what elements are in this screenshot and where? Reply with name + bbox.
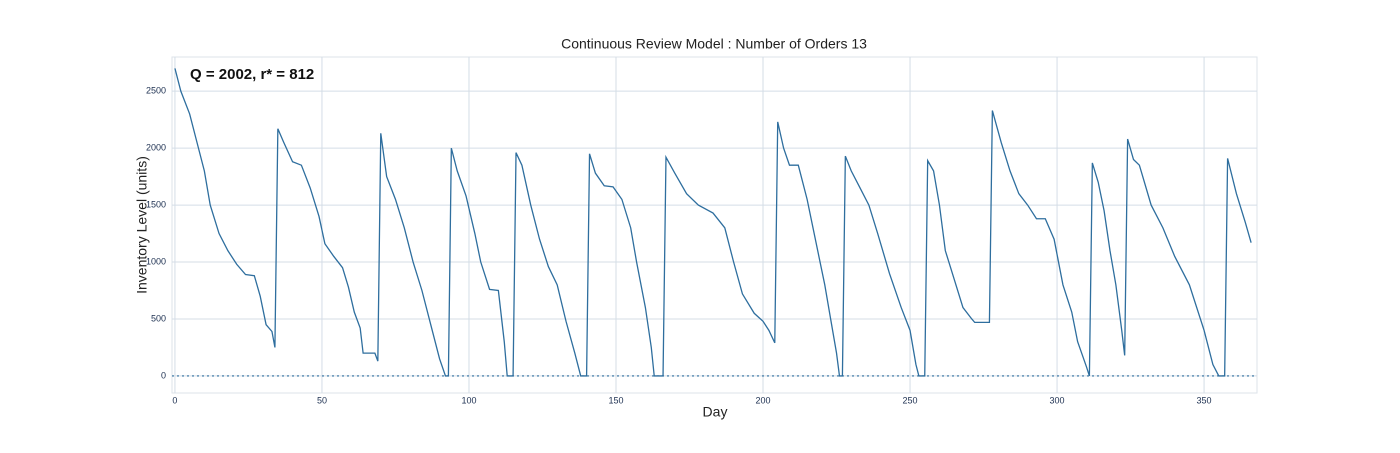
annotation: Q = 2002, r* = 812 [190,66,314,83]
chart-title: Continuous Review Model : Number of Orde… [561,36,867,52]
x-tick-label: 100 [461,395,476,405]
y-tick-label: 1500 [146,199,166,209]
y-tick-label: 500 [151,313,166,323]
series-line [174,68,1252,377]
x-tick-label: 150 [608,395,623,405]
x-tick-label: 0 [172,395,177,405]
x-tick-label: 300 [1050,395,1065,405]
x-tick-label: 200 [756,395,771,405]
y-axis-label: Inventory Level (units) [134,156,150,294]
y-tick-label: 2500 [146,86,166,96]
x-tick-label: 250 [903,395,918,405]
x-tick-label: 50 [317,395,327,405]
y-tick-label: 1000 [146,256,166,266]
x-tick-label: 350 [1197,395,1212,405]
y-tick-label: 2000 [146,142,166,152]
plot-frame [171,56,1258,394]
y-tick-label: 0 [161,370,166,380]
x-axis-label: Day [703,404,728,420]
